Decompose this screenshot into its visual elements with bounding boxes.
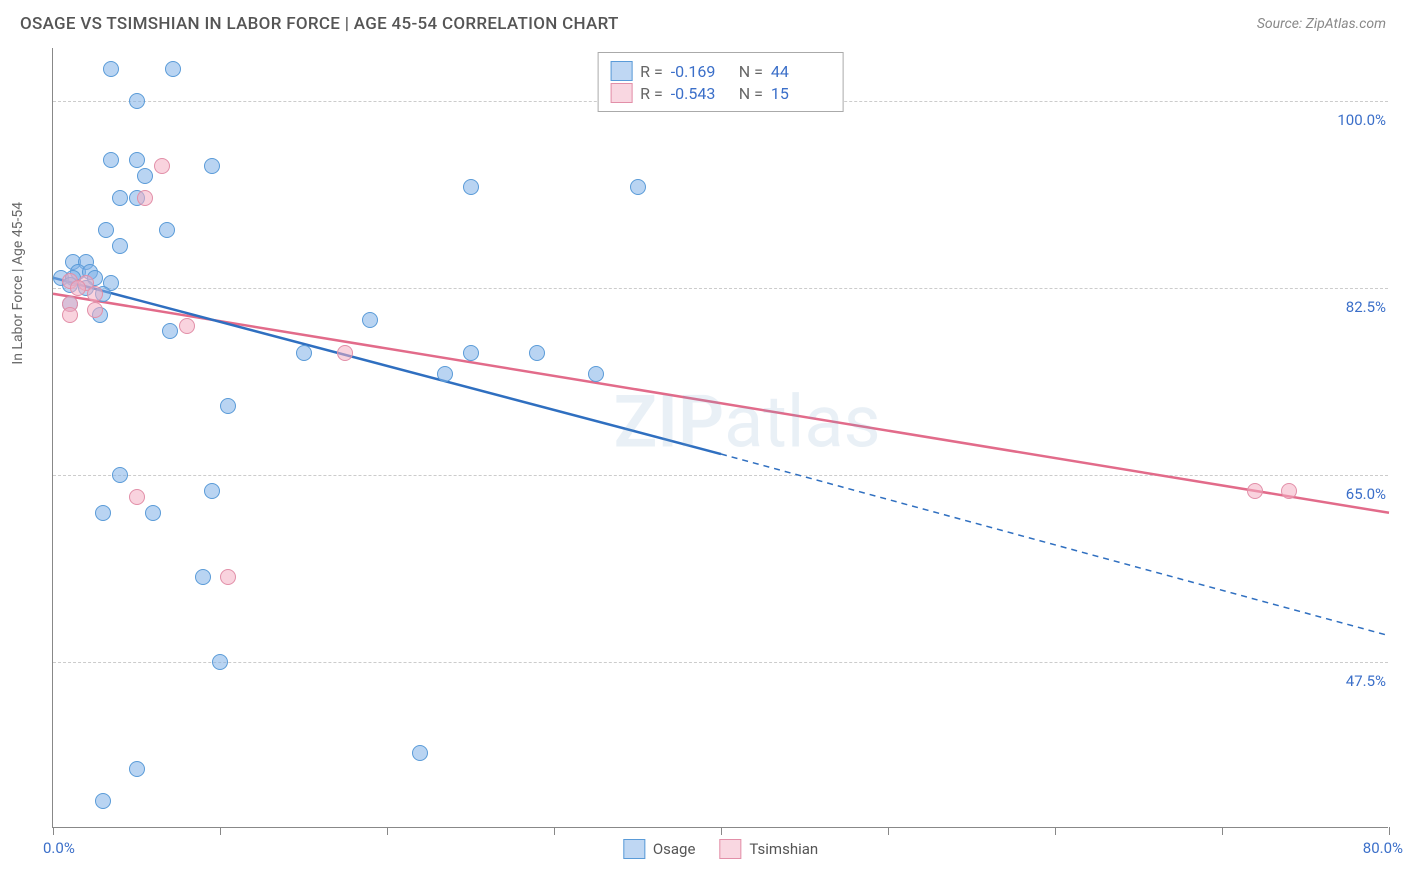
scatter-point [204, 483, 220, 499]
tsimshian-r-value: -0.543 [671, 84, 731, 103]
tsimshian-swatch-icon [719, 839, 741, 859]
osage-swatch-icon [623, 839, 645, 859]
legend-row-osage: R = -0.169 N = 44 [610, 61, 831, 81]
scatter-point [204, 158, 220, 174]
osage-n-value: 44 [771, 62, 831, 81]
scatter-point [212, 654, 228, 670]
x-axis-max-label: 80.0% [1363, 839, 1403, 857]
scatter-point [588, 366, 604, 382]
osage-label: Osage [653, 840, 696, 858]
scatter-point [129, 93, 145, 109]
r-label: R = [640, 84, 663, 103]
scatter-point [412, 745, 428, 761]
x-axis-min-label: 0.0% [43, 839, 75, 857]
scatter-point [129, 489, 145, 505]
legend-item-tsimshian: Tsimshian [719, 839, 818, 859]
n-label: N = [739, 84, 763, 103]
scatter-point [159, 222, 175, 238]
scatter-point [137, 168, 153, 184]
scatter-point [103, 152, 119, 168]
scatter-point [137, 190, 153, 206]
tsimshian-swatch [610, 83, 632, 103]
r-label: R = [640, 62, 663, 81]
scatter-point [179, 318, 195, 334]
osage-trend-line-solid [53, 278, 721, 454]
tsimshian-n-value: 15 [771, 84, 831, 103]
source-label: Source: ZipAtlas.com [1257, 16, 1386, 32]
scatter-point [129, 152, 145, 168]
chart-title: OSAGE VS TSIMSHIAN IN LABOR FORCE | AGE … [20, 14, 619, 34]
x-tick [53, 827, 54, 835]
trend-lines-layer [53, 48, 1388, 827]
scatter-point [296, 345, 312, 361]
scatter-point [112, 190, 128, 206]
scatter-point [62, 307, 78, 323]
scatter-point [112, 238, 128, 254]
scatter-point [103, 61, 119, 77]
scatter-point [529, 345, 545, 361]
scatter-point [437, 366, 453, 382]
osage-swatch [610, 61, 632, 81]
scatter-point [95, 793, 111, 809]
x-tick [721, 827, 722, 835]
legend-row-tsimshian: R = -0.543 N = 15 [610, 83, 831, 103]
legend-item-osage: Osage [623, 839, 696, 859]
scatter-point [95, 505, 111, 521]
scatter-point [630, 179, 646, 195]
tsimshian-label: Tsimshian [749, 840, 818, 858]
correlation-legend: R = -0.169 N = 44 R = -0.543 N = 15 [597, 52, 844, 112]
x-tick [387, 827, 388, 835]
n-label: N = [739, 62, 763, 81]
scatter-point [70, 280, 86, 296]
scatter-point [362, 312, 378, 328]
x-tick [1222, 827, 1223, 835]
scatter-point [87, 302, 103, 318]
scatter-point [195, 569, 211, 585]
x-tick [888, 827, 889, 835]
scatter-point [1281, 483, 1297, 499]
scatter-point [112, 467, 128, 483]
scatter-point [165, 61, 181, 77]
scatter-point [98, 222, 114, 238]
x-tick [1389, 827, 1390, 835]
y-axis-title: In Labor Force | Age 45-54 [10, 201, 26, 364]
scatter-point [162, 323, 178, 339]
scatter-point [337, 345, 353, 361]
series-legend: Osage Tsimshian [623, 839, 818, 859]
scatter-point [463, 345, 479, 361]
scatter-point [129, 761, 145, 777]
osage-r-value: -0.169 [671, 62, 731, 81]
scatter-point [220, 398, 236, 414]
x-tick [554, 827, 555, 835]
scatter-point [87, 286, 103, 302]
header: OSAGE VS TSIMSHIAN IN LABOR FORCE | AGE … [0, 0, 1406, 44]
scatter-point [1247, 483, 1263, 499]
x-tick [220, 827, 221, 835]
chart-area: In Labor Force | Age 45-54 100.0%82.5%65… [52, 48, 1388, 828]
scatter-point [220, 569, 236, 585]
x-tick [1055, 827, 1056, 835]
tsimshian-trend-line [53, 294, 1389, 513]
osage-trend-line-dashed [721, 454, 1389, 636]
scatter-point [463, 179, 479, 195]
scatter-point [145, 505, 161, 521]
scatter-point [154, 158, 170, 174]
